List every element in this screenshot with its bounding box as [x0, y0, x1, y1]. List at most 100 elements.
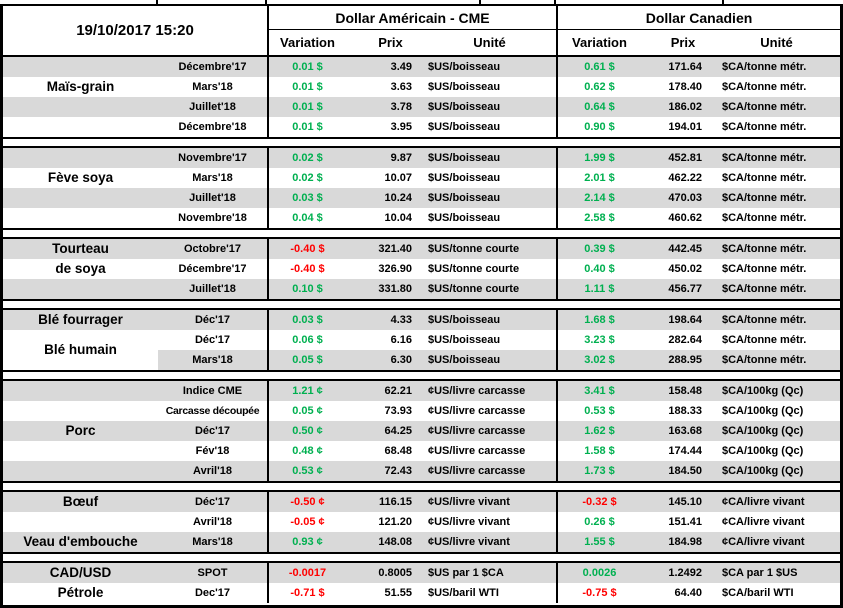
us-unit-cell[interactable]: $US/boisseau	[428, 334, 501, 346]
ca-price-cell[interactable]: 456.77	[668, 283, 702, 295]
ca-unit-cell[interactable]: $CA/100kg (Qc)	[722, 445, 804, 457]
ca-variation-cell[interactable]: 0.64 $	[556, 97, 641, 117]
commodity-label[interactable]	[3, 188, 158, 208]
contract-cell[interactable]: Mars'18	[192, 81, 233, 93]
us-variation-cell[interactable]: 1.21 ¢	[267, 381, 346, 401]
ca-price-cell[interactable]: 186.02	[668, 101, 702, 113]
contract-cell[interactable]: Déc'17	[194, 334, 231, 346]
ca-variation-cell[interactable]: 1.99 $	[556, 148, 641, 168]
ca-price-cell[interactable]: 470.03	[668, 192, 702, 204]
us-unit-cell[interactable]: $US/boisseau	[428, 354, 501, 366]
ca-price-cell[interactable]: 151.41	[668, 516, 702, 528]
ca-variation-cell[interactable]: 0.90 $	[556, 117, 641, 137]
ca-variation-cell[interactable]: 3.02 $	[556, 350, 641, 370]
ca-price-cell[interactable]: 163.68	[668, 425, 702, 437]
commodity-label[interactable]: CAD/USD	[49, 565, 112, 580]
us-variation-cell[interactable]: 0.01 $	[267, 77, 346, 97]
contract-cell[interactable]: Décembre'17	[178, 61, 247, 73]
commodity-label[interactable]	[3, 441, 158, 461]
us-price-cell[interactable]: 10.07	[384, 172, 412, 184]
commodity-label[interactable]	[3, 381, 158, 401]
us-price-cell[interactable]: 4.33	[390, 314, 412, 326]
commodity-label[interactable]	[3, 461, 158, 481]
us-variation-cell[interactable]: 0.53 ¢	[267, 461, 346, 481]
ca-variation-cell[interactable]: 2.14 $	[556, 188, 641, 208]
us-unit-cell[interactable]: $US/baril WTI	[428, 587, 499, 599]
us-variation-cell[interactable]: 0.05 ¢	[267, 401, 346, 421]
timestamp-cell[interactable]: 19/10/2017 15:20	[76, 22, 194, 39]
contract-cell[interactable]: Déc'17	[194, 314, 231, 326]
commodity-label[interactable]	[3, 208, 158, 228]
ca-unit-cell[interactable]: $CA/tonne métr.	[722, 61, 807, 73]
us-price-cell[interactable]: 6.30	[390, 354, 412, 366]
commodity-label[interactable]	[3, 512, 158, 532]
ca-variation-cell[interactable]: -0.32 $	[556, 492, 641, 512]
us-price-cell[interactable]: 3.78	[390, 101, 412, 113]
contract-cell[interactable]: Novembre'18	[178, 212, 247, 224]
ca-variation-cell[interactable]: 0.0026	[556, 563, 641, 583]
us-unit-cell[interactable]: ¢US/livre carcasse	[428, 445, 526, 457]
commodity-label[interactable]	[3, 279, 158, 299]
commodity-label[interactable]	[3, 401, 158, 421]
commodity-label[interactable]: Bœuf	[62, 494, 99, 509]
us-price-cell[interactable]: 51.55	[384, 587, 412, 599]
ca-price-cell[interactable]: 174.44	[668, 445, 702, 457]
ca-price-cell[interactable]: 198.64	[668, 314, 702, 326]
contract-cell[interactable]: Indice CME	[182, 385, 243, 397]
commodity-label[interactable]	[3, 117, 158, 137]
us-price-cell[interactable]: 3.63	[390, 81, 412, 93]
commodity-label[interactable]	[3, 350, 158, 370]
ca-price-cell[interactable]: 460.62	[668, 212, 702, 224]
ca-variation-cell[interactable]: 1.73 $	[556, 461, 641, 481]
commodity-label[interactable]	[3, 57, 158, 77]
us-price-cell[interactable]: 3.49	[390, 61, 412, 73]
ca-unit-cell[interactable]: $CA/tonne métr.	[722, 263, 807, 275]
us-unit-cell[interactable]: $US/boisseau	[428, 101, 501, 113]
ca-variation-cell[interactable]: 0.40 $	[556, 259, 641, 279]
us-variation-cell[interactable]: -0.05 ¢	[267, 512, 346, 532]
us-unit-cell[interactable]: ¢US/livre vivant	[428, 496, 510, 508]
us-unit-cell[interactable]: $US/boisseau	[428, 152, 501, 164]
contract-cell[interactable]: SPOT	[197, 567, 228, 579]
ca-variation-cell[interactable]: -0.75 $	[556, 583, 641, 603]
commodity-label[interactable]: Blé humain	[44, 342, 117, 357]
ca-unit-cell[interactable]: $CA/tonne métr.	[722, 243, 807, 255]
us-price-cell[interactable]: 64.25	[384, 425, 412, 437]
ca-price-cell[interactable]: 145.10	[668, 496, 702, 508]
ca-unit-cell[interactable]: ¢CA/livre vivant	[722, 496, 805, 508]
us-unit-cell[interactable]: $US/boisseau	[428, 172, 501, 184]
us-price-cell[interactable]: 326.90	[378, 263, 412, 275]
us-unit-cell[interactable]: $US/tonne courte	[428, 263, 520, 275]
us-unit-cell[interactable]: $US/boisseau	[428, 192, 501, 204]
ca-dollar-section-title[interactable]: Dollar Canadien	[556, 6, 840, 30]
contract-cell[interactable]: Dec'17	[194, 587, 231, 599]
ca-price-cell[interactable]: 452.81	[668, 152, 702, 164]
ca-unit-cell[interactable]: $CA/tonne métr.	[722, 212, 807, 224]
commodity-label[interactable]: Veau d'embouche	[23, 534, 138, 549]
us-price-cell[interactable]: 6.16	[390, 334, 412, 346]
contract-cell[interactable]: Mars'18	[192, 172, 233, 184]
us-unit-cell[interactable]: $US/boisseau	[428, 121, 501, 133]
ca-unit-cell[interactable]: $CA/tonne métr.	[722, 334, 807, 346]
ca-unit-cell[interactable]: $CA/tonne métr.	[722, 283, 807, 295]
us-unit-cell[interactable]: $US/tonne courte	[428, 243, 520, 255]
commodity-label[interactable]	[3, 148, 158, 168]
ca-unit-cell[interactable]: $CA/tonne métr.	[722, 172, 807, 184]
us-unit-cell[interactable]: $US/boisseau	[428, 61, 501, 73]
us-variation-cell[interactable]: 0.02 $	[267, 148, 346, 168]
us-unit-cell[interactable]: $US/tonne courte	[428, 283, 520, 295]
ca-unit-header[interactable]: Unité	[760, 35, 793, 50]
ca-variation-cell[interactable]: 1.11 $	[556, 279, 641, 299]
contract-cell[interactable]: Juillet'18	[189, 101, 236, 113]
ca-unit-cell[interactable]: $CA/100kg (Qc)	[722, 385, 804, 397]
commodity-label[interactable]: Maïs-grain	[46, 79, 115, 94]
contract-cell[interactable]: Octobre'17	[183, 243, 242, 255]
ca-unit-cell[interactable]: $CA/100kg (Qc)	[722, 405, 804, 417]
ca-unit-cell[interactable]: $CA/tonne métr.	[722, 192, 807, 204]
commodity-label[interactable]: Pétrole	[57, 585, 104, 600]
us-price-cell[interactable]: 68.48	[384, 445, 412, 457]
ca-variation-cell[interactable]: 2.01 $	[556, 168, 641, 188]
us-price-cell[interactable]: 10.24	[384, 192, 412, 204]
ca-price-cell[interactable]: 184.50	[668, 465, 702, 477]
contract-cell[interactable]: Juillet'18	[189, 192, 236, 204]
